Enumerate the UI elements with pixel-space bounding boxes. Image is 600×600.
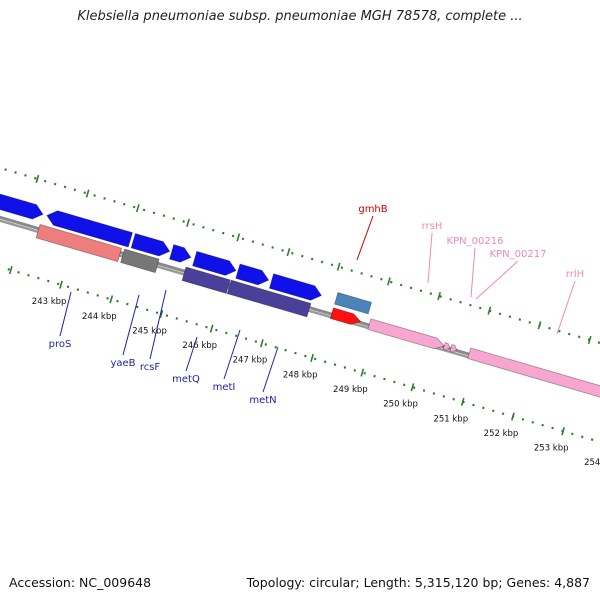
inner-tick-mark bbox=[460, 397, 465, 406]
outer-tick-mark bbox=[186, 218, 190, 227]
inner-tick-ring: 243 kbp 244 kbp 245 kbp 246 kbp 247 kbp 248 k… bbox=[0, 265, 600, 468]
tick-label: 247 kbp bbox=[233, 356, 268, 366]
tick-label: 245 kbp bbox=[132, 326, 167, 336]
inner-tick-mark bbox=[561, 427, 566, 436]
outer-tick-mark bbox=[537, 321, 542, 330]
tick-label: 253 kbp bbox=[534, 444, 569, 454]
leader-line bbox=[223, 329, 241, 380]
cds-block-grey bbox=[120, 248, 160, 274]
cds-block bbox=[130, 232, 171, 257]
gene-label-metn: metN bbox=[249, 395, 276, 406]
trna-block bbox=[329, 307, 362, 325]
cds-block-navy bbox=[226, 279, 312, 318]
leader-line bbox=[475, 260, 519, 300]
label-layer: proS yaeB rcsF metQ metI metN gmhB rrsH KPN_0021… bbox=[49, 204, 585, 406]
gene-label-rrlh: rrlH bbox=[566, 269, 584, 280]
gene-label-kpn_00217: KPN_00217 bbox=[490, 249, 547, 260]
inner-tick-mark bbox=[360, 368, 365, 377]
tick-label: 254 kbp bbox=[584, 458, 600, 468]
leader-line bbox=[356, 215, 374, 261]
feature-layer bbox=[0, 193, 600, 398]
cds-block bbox=[235, 263, 270, 286]
gene-label-pros: proS bbox=[49, 339, 72, 350]
trna-block bbox=[442, 342, 451, 351]
gene-label-meti: metI bbox=[213, 382, 236, 393]
tick-label: 244 kbp bbox=[82, 312, 117, 322]
gene-label-rcsf: rcsF bbox=[140, 362, 161, 373]
tick-label: 252 kbp bbox=[484, 429, 519, 439]
genome-summary: Topology: circular; Length: 5,315,120 bp… bbox=[246, 575, 590, 590]
rrna-block-rrsH bbox=[367, 318, 445, 350]
leader-line bbox=[59, 291, 72, 337]
outer-tick-mark bbox=[437, 291, 441, 301]
map-title: Klebsiella pneumoniae subsp. pneumoniae … bbox=[77, 9, 523, 24]
outer-tick-mark bbox=[336, 262, 341, 271]
accession-label: Accession: NC_009648 bbox=[9, 575, 152, 590]
outer-tick-mark bbox=[487, 306, 492, 315]
gene-label-kpn_00216: KPN_00216 bbox=[447, 236, 504, 247]
outer-tick-mark bbox=[236, 233, 241, 242]
leader-line bbox=[149, 289, 167, 360]
gene-label-metq: metQ bbox=[172, 374, 200, 385]
cds-block-prs bbox=[35, 223, 123, 263]
outer-tick-mark bbox=[286, 248, 291, 257]
outer-tick-mark bbox=[135, 204, 140, 213]
leader-line bbox=[185, 336, 198, 372]
outer-tick-mark bbox=[587, 335, 592, 345]
trna-block bbox=[449, 344, 458, 353]
inner-tick-mark bbox=[8, 266, 13, 275]
tick-label: 251 kbp bbox=[433, 414, 468, 424]
leader-line bbox=[470, 247, 476, 298]
cds-block-navy bbox=[181, 266, 231, 294]
outer-tick-mark bbox=[35, 174, 40, 183]
gene-label-rrsh: rrsH bbox=[422, 221, 443, 232]
tick-label: 248 kbp bbox=[283, 370, 318, 380]
outer-tick-ring bbox=[0, 166, 600, 345]
inner-tick-mark bbox=[511, 412, 515, 421]
leader-line bbox=[427, 232, 433, 284]
inner-tick-mark bbox=[410, 383, 415, 392]
leader-line bbox=[556, 280, 576, 335]
cds-block bbox=[46, 210, 133, 248]
cds-block bbox=[0, 193, 44, 220]
cds-block bbox=[268, 273, 323, 301]
rrna-block-rrlH bbox=[467, 347, 600, 398]
cds-block-gmhB bbox=[334, 292, 373, 315]
inner-tick-mark bbox=[159, 309, 164, 319]
cds-block bbox=[169, 244, 192, 263]
cds-block bbox=[192, 250, 237, 276]
gene-label-yaeb: yaeB bbox=[110, 358, 135, 369]
gene-label-gmhb: gmhB bbox=[358, 204, 387, 215]
tick-label: 243 kbp bbox=[32, 297, 67, 307]
inner-tick-mark bbox=[59, 280, 63, 289]
outer-tick-mark bbox=[387, 277, 391, 286]
inner-tick-mark bbox=[259, 339, 264, 348]
tick-label: 246 kbp bbox=[182, 341, 217, 351]
inner-tick-mark bbox=[209, 324, 214, 333]
outer-ring-dots bbox=[0, 166, 600, 345]
leader-line bbox=[262, 346, 279, 393]
inner-tick-mark bbox=[109, 295, 114, 304]
inner-tick-mark bbox=[310, 353, 314, 363]
outer-tick-mark bbox=[85, 189, 90, 198]
leader-line bbox=[122, 294, 140, 356]
tick-label: 250 kbp bbox=[383, 400, 418, 410]
tick-label: 249 kbp bbox=[333, 385, 368, 395]
